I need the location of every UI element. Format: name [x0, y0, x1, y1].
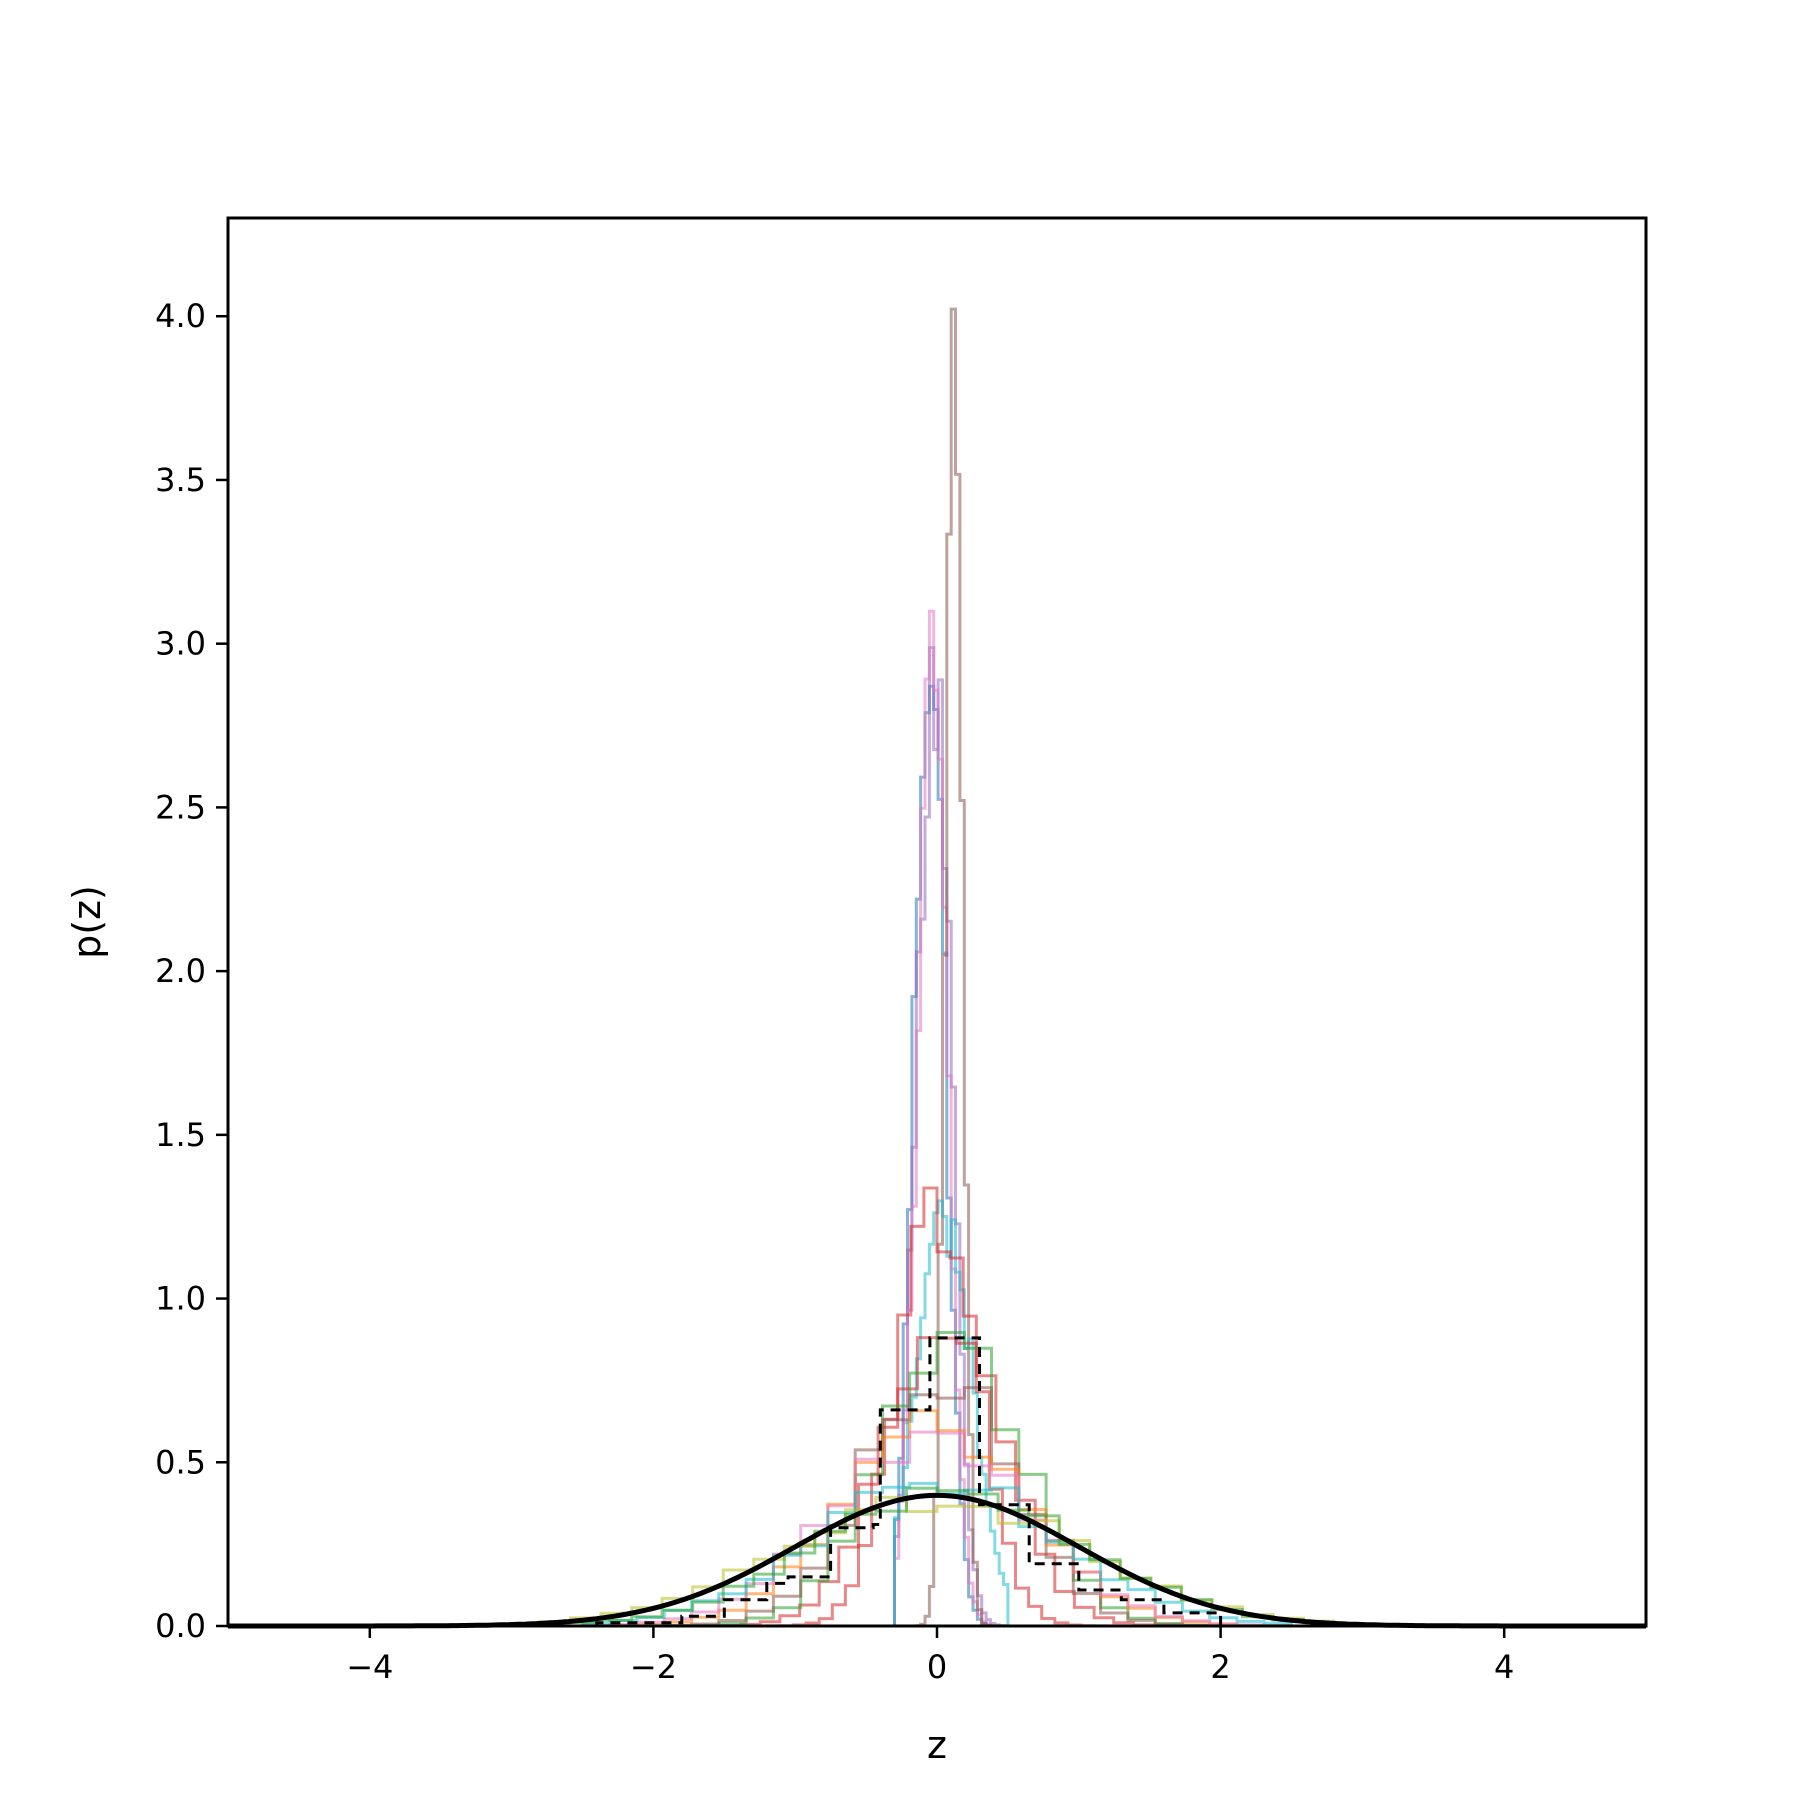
histogram-series-layer	[538, 307, 1336, 1628]
x-tick-label: 4	[1494, 1648, 1514, 1686]
histogram-series	[581, 1430, 1293, 1628]
histogram-series	[893, 646, 1010, 1628]
x-axis-label: z	[927, 1723, 947, 1767]
y-tick-label: 1.5	[155, 1116, 206, 1154]
aggregate-histogram	[595, 1336, 1223, 1626]
x-tick-label: −2	[630, 1648, 677, 1686]
y-tick-label: 0.0	[155, 1607, 206, 1645]
y-tick-label: 4.0	[155, 297, 206, 335]
aggregate-histogram-layer	[595, 1336, 1223, 1626]
histogram-series	[582, 1386, 1292, 1628]
y-tick-label: 1.0	[155, 1280, 206, 1318]
histogram-series	[765, 1186, 1109, 1628]
histogram-series	[538, 1486, 1336, 1626]
y-tick-label: 3.0	[155, 625, 206, 663]
y-axis-label: p(z)	[65, 885, 109, 959]
y-tick-label: 2.0	[155, 952, 206, 990]
x-axis-ticks: −4 −2 0 2 4	[346, 1626, 1514, 1686]
y-tick-label: 3.5	[155, 461, 206, 499]
x-tick-label: 0	[927, 1648, 947, 1686]
y-axis-ticks: 0.0 0.5 1.0 1.5 2.0 2.5 3.0 3.5 4.0	[155, 297, 228, 1645]
x-tick-label: −4	[346, 1648, 393, 1686]
x-tick-label: 2	[1210, 1648, 1230, 1686]
y-tick-label: 0.5	[155, 1443, 206, 1481]
y-tick-label: 2.5	[155, 788, 206, 826]
histogram-series	[893, 1199, 1010, 1626]
